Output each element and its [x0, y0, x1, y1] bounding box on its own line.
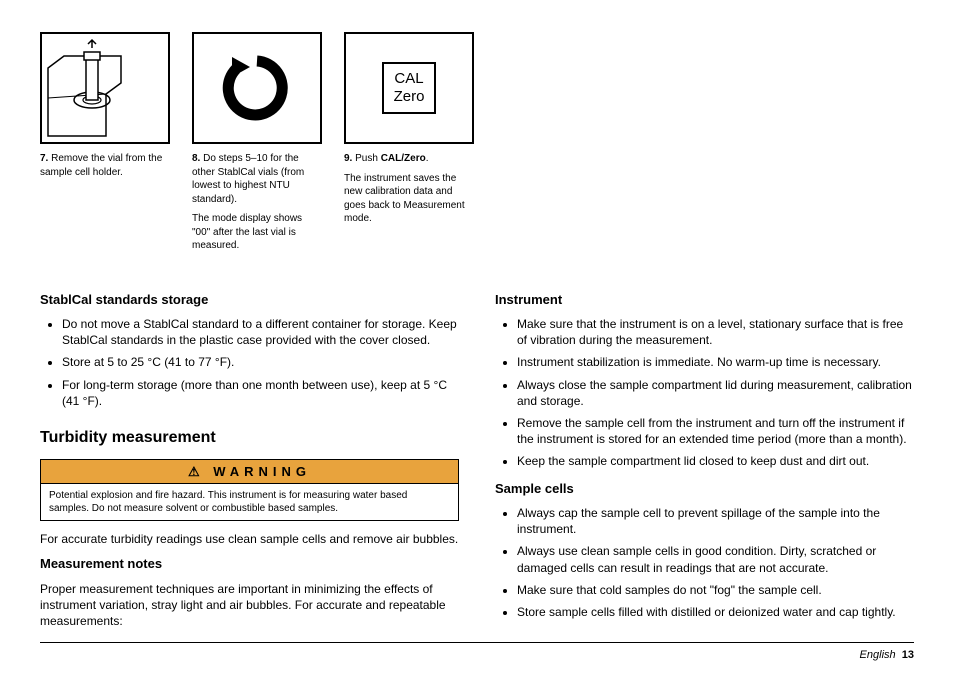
- list-item: Always use clean sample cells in good co…: [517, 543, 914, 575]
- two-columns: StablCal standards storage Do not move a…: [40, 287, 914, 638]
- turbidity-heading: Turbidity measurement: [40, 427, 459, 449]
- footer-language: English: [860, 649, 896, 661]
- step-8-figure: [192, 32, 322, 144]
- right-column: Instrument Make sure that the instrument…: [495, 287, 914, 638]
- list-item: Store sample cells filled with distilled…: [517, 604, 914, 620]
- step-7-caption: 7. Remove the vial from the sample cell …: [40, 152, 170, 179]
- warning-header: WARNING: [41, 460, 458, 485]
- list-item: For long-term storage (more than one mon…: [62, 377, 459, 409]
- warning-body: Potential explosion and fire hazard. Thi…: [41, 484, 458, 520]
- sample-cells-heading: Sample cells: [495, 480, 914, 498]
- step-8-caption: 8. Do steps 5–10 for the other StablCal …: [192, 152, 322, 253]
- list-item: Instrument stabilization is immediate. N…: [517, 354, 914, 370]
- step-7-figure: [40, 32, 170, 144]
- list-item: Always close the sample compartment lid …: [517, 377, 914, 409]
- step-7: 7. Remove the vial from the sample cell …: [40, 32, 170, 259]
- footer-page-number: 13: [902, 649, 914, 661]
- list-item: Remove the sample cell from the instrume…: [517, 415, 914, 447]
- sample-cells-list: Always cap the sample cell to prevent sp…: [495, 505, 914, 620]
- measurement-notes-heading: Measurement notes: [40, 555, 459, 573]
- steps-row: 7. Remove the vial from the sample cell …: [40, 32, 914, 259]
- instrument-list: Make sure that the instrument is on a le…: [495, 316, 914, 470]
- step-9-figure: CALZero: [344, 32, 474, 144]
- measurement-notes-text: Proper measurement techniques are import…: [40, 581, 459, 630]
- list-item: Keep the sample compartment lid closed t…: [517, 453, 914, 469]
- turbidity-intro: For accurate turbidity readings use clea…: [40, 531, 459, 547]
- list-item: Store at 5 to 25 °C (41 to 77 °F).: [62, 354, 459, 370]
- list-item: Always cap the sample cell to prevent sp…: [517, 505, 914, 537]
- list-item: Make sure that cold samples do not "fog"…: [517, 582, 914, 598]
- stablcal-storage-list: Do not move a StablCal standard to a dif…: [40, 316, 459, 409]
- page-footer: English 13: [40, 642, 914, 661]
- step-9-caption: 9. Push CAL/Zero. The instrument saves t…: [344, 152, 474, 226]
- step-8: 8. Do steps 5–10 for the other StablCal …: [192, 32, 322, 259]
- left-column: StablCal standards storage Do not move a…: [40, 287, 459, 638]
- cal-zero-button: CALZero: [382, 62, 437, 114]
- list-item: Do not move a StablCal standard to a dif…: [62, 316, 459, 348]
- cycle-icon: [222, 53, 292, 123]
- warning-box: WARNING Potential explosion and fire haz…: [40, 459, 459, 522]
- stablcal-storage-heading: StablCal standards storage: [40, 291, 459, 309]
- list-item: Make sure that the instrument is on a le…: [517, 316, 914, 348]
- instrument-heading: Instrument: [495, 291, 914, 309]
- step-9: CALZero 9. Push CAL/Zero. The instrument…: [344, 32, 474, 259]
